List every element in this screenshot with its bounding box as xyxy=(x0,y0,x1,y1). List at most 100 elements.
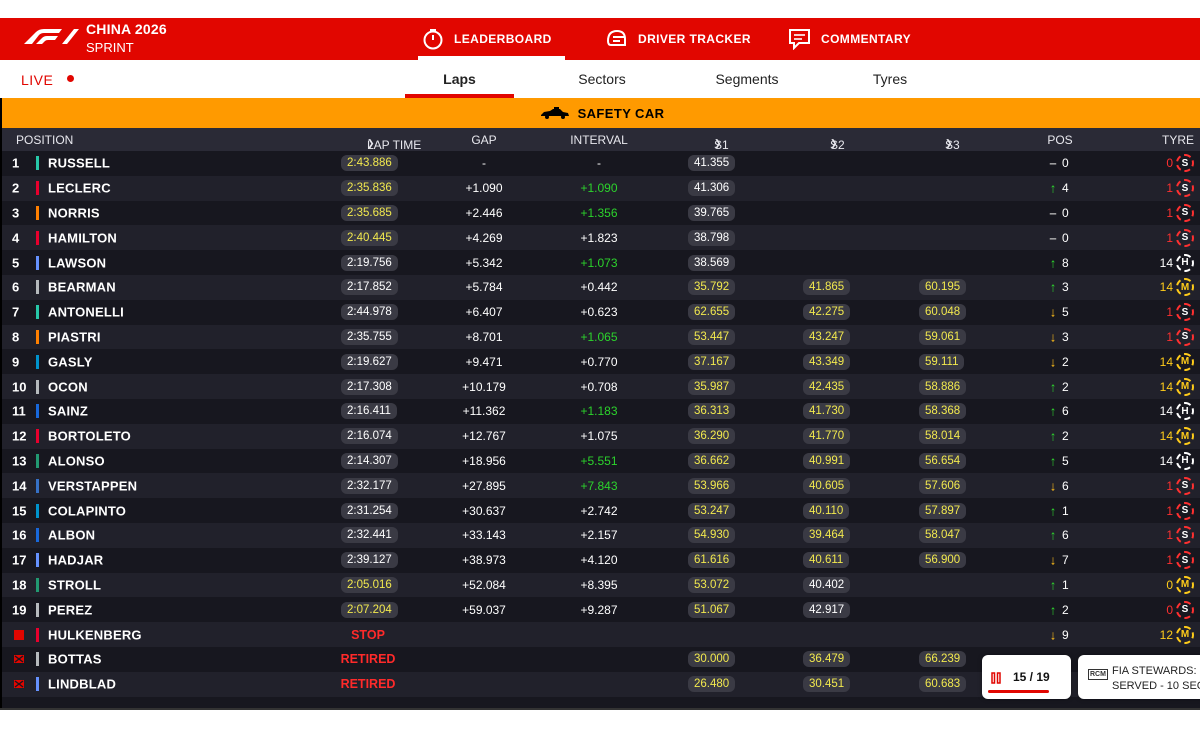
race-control-message[interactable]: RCM FIA STEWARDS: P SERVED - 10 SECO xyxy=(1078,655,1200,699)
chevron-down-icon: ❯ xyxy=(830,138,838,148)
arrow-up-icon: ↑ xyxy=(1049,602,1057,618)
driver-name[interactable]: RUSSELL xyxy=(48,155,111,171)
lap-time: 2:16.411 xyxy=(341,403,397,420)
sector-1-time: 41.355 xyxy=(688,155,736,172)
sector-2-time: 41.730 xyxy=(803,403,851,420)
driver-name[interactable]: ANTONELLI xyxy=(48,304,124,320)
tyre-age: 1 xyxy=(1166,329,1173,344)
table-row[interactable]: 1 RUSSELL 2:43.886- -41.355–0 0 S xyxy=(2,151,1200,176)
driver-name[interactable]: HAMILTON xyxy=(48,230,117,246)
driver-name[interactable]: OCON xyxy=(48,379,88,395)
stop-flag-icon xyxy=(14,629,24,640)
active-tab-indicator xyxy=(405,94,514,98)
table-row[interactable]: HULKENBERG STOP ↓ 9 12 M xyxy=(2,622,1200,647)
tab-sectors[interactable]: Sectors xyxy=(578,71,626,87)
position-change: 5 xyxy=(1062,305,1069,320)
driver-name[interactable]: BORTOLETO xyxy=(48,428,131,444)
table-row[interactable]: 12 BORTOLETO 2:16.074 +12.767 +1.075 36.290 41… xyxy=(2,423,1200,449)
interval-value: +1.183 xyxy=(580,404,618,419)
interval-value: +8.395 xyxy=(580,577,618,592)
soft-tyre-icon: S xyxy=(1176,476,1194,495)
hard-tyre-icon: H xyxy=(1176,253,1194,272)
pause-icon[interactable] xyxy=(990,672,1002,684)
interval-value: +7.843 xyxy=(580,478,618,493)
table-row[interactable]: 7 ANTONELLI 2:44.978 +6.407 +0.623 62.655 42.2… xyxy=(2,300,1200,325)
table-row[interactable]: 13 ALONSO 2:14.307 +18.956 +5.551 36.662 40.99… xyxy=(2,449,1200,474)
table-row[interactable]: 15 COLAPINTO 2:31.254 +30.637 +2.742 53.247 40… xyxy=(2,498,1200,523)
tab-segments[interactable]: Segments xyxy=(715,71,779,87)
driver-name[interactable]: GASLY xyxy=(48,354,93,370)
sector-3-time: 60.683 xyxy=(919,676,967,693)
table-row[interactable]: 4 HAMILTON 2:40.445 +4.269 +1.823 38.798 –0 1 S xyxy=(2,225,1200,251)
driver-name[interactable]: STROLL xyxy=(48,577,102,593)
table-row[interactable]: 6 BEARMAN 2:17.852 +5.784 +0.442 35.792 41.865… xyxy=(2,275,1200,300)
position-number: 6 xyxy=(12,279,20,295)
table-row[interactable]: 5 LAWSON 2:19.756 +5.342 +1.073 38.569 ↑ 8 14 H xyxy=(2,250,1200,275)
driver-name[interactable]: PEREZ xyxy=(48,602,93,618)
driver-name[interactable]: BEARMAN xyxy=(48,279,116,295)
col-s2-label: S2 xyxy=(830,138,845,152)
interval-value: +5.551 xyxy=(580,453,618,468)
nav-driver-tracker-label: DRIVER TRACKER xyxy=(638,32,751,46)
table-row[interactable]: 17 HADJAR 2:39.127 +38.973 +4.120 61.616 40.61… xyxy=(2,548,1200,573)
soft-tyre-icon: S xyxy=(1176,551,1194,570)
driver-name[interactable]: PIASTRI xyxy=(48,329,101,345)
interval-value: +1.356 xyxy=(580,205,618,220)
sector-2-time: 30.451 xyxy=(803,676,851,693)
tab-laps[interactable]: Laps xyxy=(443,71,476,87)
position-number: 13 xyxy=(12,453,27,469)
position-change: 2 xyxy=(1062,602,1069,617)
sector-2-time: 40.991 xyxy=(803,452,851,469)
interval-value: +1.073 xyxy=(580,255,618,270)
driver-name[interactable]: NORRIS xyxy=(48,205,100,221)
driver-name[interactable]: SAINZ xyxy=(48,403,88,419)
driver-name[interactable]: ALBON xyxy=(48,527,96,543)
soft-tyre-icon: S xyxy=(1176,327,1194,346)
driver-status: STOP xyxy=(351,627,385,642)
driver-name[interactable]: BOTTAS xyxy=(48,651,102,667)
gap-value: +38.973 xyxy=(462,553,506,568)
gap-value: +27.895 xyxy=(462,478,506,493)
position-number: 18 xyxy=(12,577,27,593)
tyre-age: 1 xyxy=(1166,230,1173,245)
table-row[interactable]: 3 NORRIS 2:35.685 +2.446 +1.356 39.765 –0 1 S xyxy=(2,201,1200,226)
driver-name[interactable]: VERSTAPPEN xyxy=(48,478,138,494)
driver-name[interactable]: HADJAR xyxy=(48,552,104,568)
driver-name[interactable]: ALONSO xyxy=(48,453,105,469)
sector-1-time: 41.306 xyxy=(688,180,736,197)
driver-name[interactable]: LINDBLAD xyxy=(48,676,117,692)
table-row[interactable]: 2 LECLERC 2:35.836 +1.090 +1.090 41.306 ↑ 4 1 S xyxy=(2,175,1200,201)
soft-tyre-icon: S xyxy=(1176,600,1194,619)
tab-tyres[interactable]: Tyres xyxy=(872,71,908,87)
col-gap: GAP xyxy=(471,133,497,147)
table-row[interactable]: 9 GASLY 2:19.627 +9.471 +0.770 37.167 43.349 59… xyxy=(2,349,1200,374)
table-row[interactable]: 16 ALBON 2:32.441 +33.143 +2.157 54.930 39.464… xyxy=(2,523,1200,548)
team-color-bar xyxy=(36,602,39,617)
driver-name[interactable]: LECLERC xyxy=(48,180,111,196)
nav-leaderboard[interactable]: LEADERBOARD xyxy=(422,18,552,60)
table-row[interactable]: 8 PIASTRI 2:35.755 +8.701 +1.065 53.447 43.247… xyxy=(2,324,1200,350)
table-row[interactable]: 19 PEREZ 2:07.204 +59.037 +9.287 51.067 42.917… xyxy=(2,597,1200,622)
table-row[interactable]: BOTTAS RETIRED 30.000 36.479 66.239 xyxy=(2,647,1200,672)
hard-tyre-icon: H xyxy=(1176,402,1194,421)
sector-3-time: 66.239 xyxy=(919,651,967,668)
sector-1-time: 38.798 xyxy=(688,229,736,246)
nav-commentary[interactable]: COMMENTARY xyxy=(788,18,911,60)
nav-driver-tracker[interactable]: DRIVER TRACKER xyxy=(605,18,751,60)
sector-1-time: 38.569 xyxy=(688,254,736,271)
driver-name[interactable]: COLAPINTO xyxy=(48,503,127,519)
interval-value: +1.823 xyxy=(580,230,618,245)
table-row[interactable]: 18 STROLL 2:05.016 +52.084 +8.395 53.072 40.40… xyxy=(2,572,1200,598)
table-row[interactable]: 14 VERSTAPPEN 2:32.177 +27.895 +7.843 53.966 4… xyxy=(2,473,1200,499)
table-row[interactable]: 10 OCON 2:17.308 +10.179 +0.708 35.987 42.435 5… xyxy=(2,374,1200,399)
driver-name[interactable]: HULKENBERG xyxy=(48,627,142,643)
position-number: 10 xyxy=(12,379,27,395)
interval-value: +1.075 xyxy=(580,429,618,444)
team-color-bar xyxy=(36,255,39,270)
f1-logo[interactable] xyxy=(22,28,80,46)
replay-counter[interactable]: 15 / 19 xyxy=(982,655,1071,699)
sector-1-time: 36.662 xyxy=(688,452,736,469)
table-row[interactable]: 11 SAINZ 2:16.411 +11.362 +1.183 36.313 41.730… xyxy=(2,399,1200,424)
driver-name[interactable]: LAWSON xyxy=(48,255,107,271)
position-number: 5 xyxy=(12,255,20,271)
